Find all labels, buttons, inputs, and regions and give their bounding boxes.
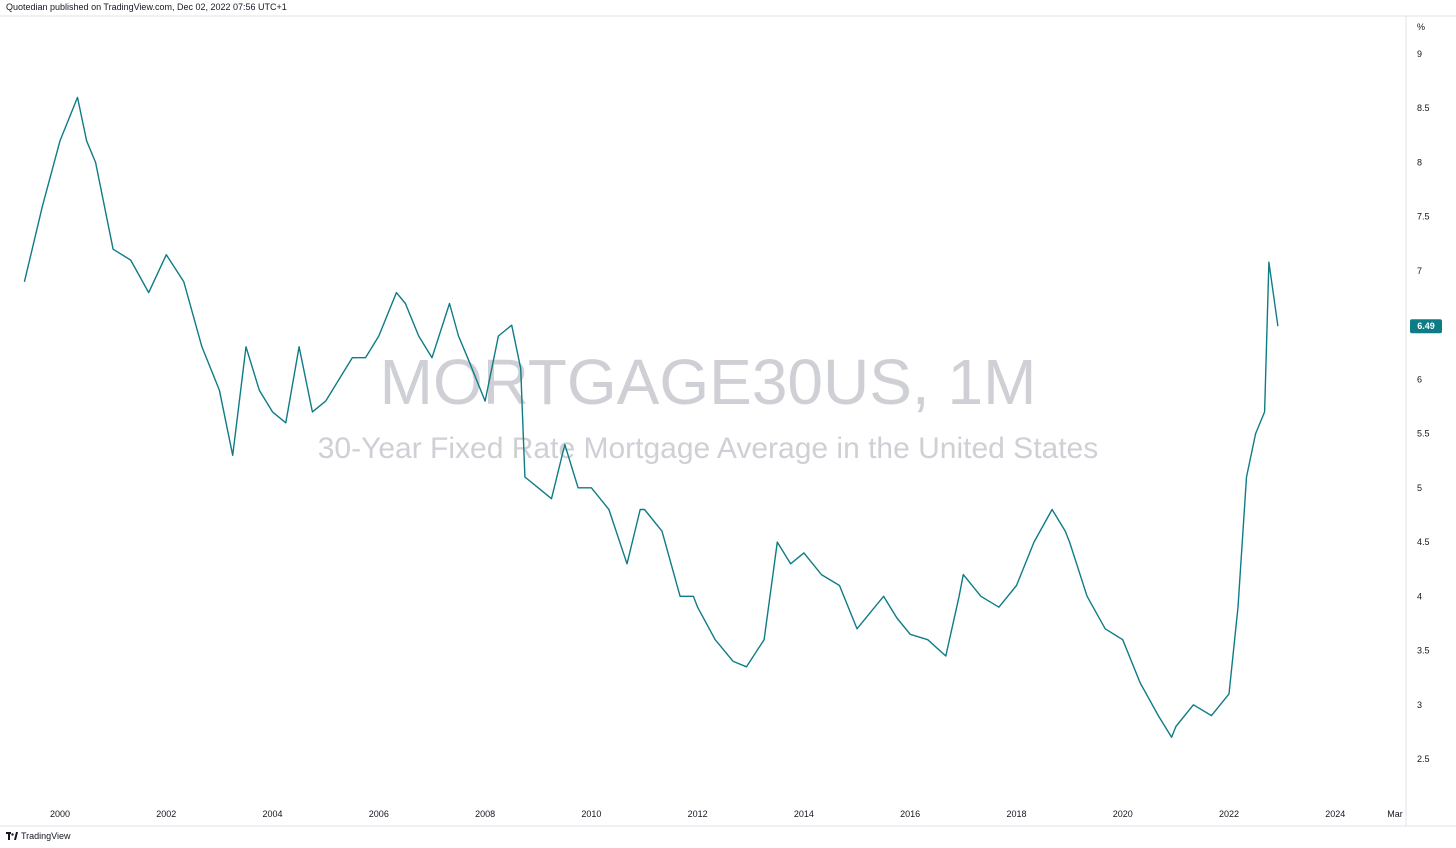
time-axis[interactable]: 2000 2002 2004 2006 2008 2010 2012 2014 2016 2018… [50, 809, 1403, 819]
x-tick-label: 2006 [369, 809, 389, 819]
last-price-badge: 6.49 [1410, 319, 1442, 334]
x-tick-label: 2004 [263, 809, 283, 819]
y-tick-label: 9 [1417, 49, 1422, 59]
y-tick-label: 4.5 [1417, 537, 1430, 547]
y-tick-label: 8 [1417, 157, 1422, 167]
y-tick-label: 4 [1417, 591, 1422, 601]
x-tick-label: Mar [1387, 809, 1403, 819]
x-tick-label: 2012 [688, 809, 708, 819]
price-axis[interactable]: 2.533.544.555.566.577.588.59 [1417, 49, 1430, 764]
x-tick-label: 2010 [581, 809, 601, 819]
y-tick-label: 2.5 [1417, 754, 1430, 764]
x-tick-label: 2014 [794, 809, 814, 819]
y-tick-label: 3 [1417, 700, 1422, 710]
x-tick-label: 2016 [900, 809, 920, 819]
publisher-header: Quotedian published on TradingView.com, … [6, 2, 287, 12]
y-tick-label: 7.5 [1417, 212, 1430, 222]
y-tick-label: 8.5 [1417, 103, 1430, 113]
tradingview-logo-icon [6, 832, 18, 840]
x-tick-label: 2024 [1325, 809, 1345, 819]
watermark-description: 30-Year Fixed Rate Mortgage Average in t… [318, 432, 1098, 465]
y-tick-label: 7 [1417, 266, 1422, 276]
y-tick-label: 5 [1417, 483, 1422, 493]
footer-brand-label: TradingView [21, 831, 71, 841]
y-tick-label: 3.5 [1417, 646, 1430, 656]
footer-branding[interactable]: TradingView [6, 831, 71, 841]
series-line [23, 96, 1279, 738]
x-tick-label: 2000 [50, 809, 70, 819]
x-tick-label: 2002 [156, 809, 176, 819]
price-axis-unit: % [1417, 22, 1425, 32]
x-tick-label: 2008 [475, 809, 495, 819]
x-tick-label: 2022 [1219, 809, 1239, 819]
last-price-badge-background [1410, 319, 1442, 334]
y-tick-label: 5.5 [1417, 429, 1430, 439]
last-price-label: 6.49 [1417, 321, 1435, 331]
x-tick-label: 2020 [1113, 809, 1133, 819]
y-tick-label: 6 [1417, 374, 1422, 384]
x-tick-label: 2018 [1006, 809, 1026, 819]
